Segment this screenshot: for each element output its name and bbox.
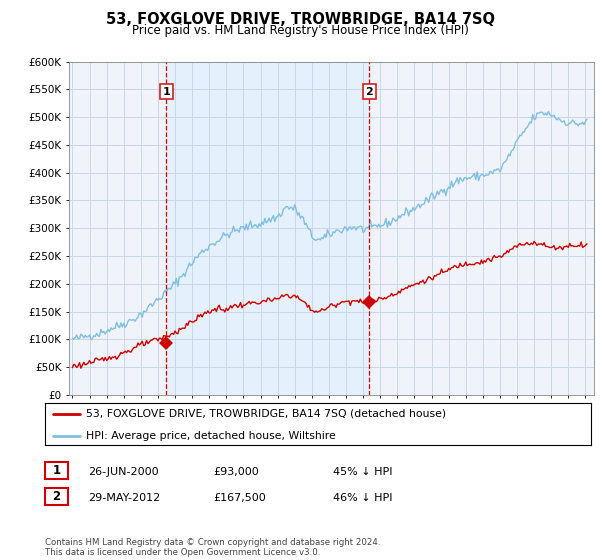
- Text: Contains HM Land Registry data © Crown copyright and database right 2024.
This d: Contains HM Land Registry data © Crown c…: [45, 538, 380, 557]
- Text: £167,500: £167,500: [213, 493, 266, 503]
- Text: £93,000: £93,000: [213, 467, 259, 477]
- Text: 1: 1: [52, 464, 61, 477]
- Text: Price paid vs. HM Land Registry's House Price Index (HPI): Price paid vs. HM Land Registry's House …: [131, 24, 469, 36]
- Text: 45% ↓ HPI: 45% ↓ HPI: [333, 467, 392, 477]
- Text: 46% ↓ HPI: 46% ↓ HPI: [333, 493, 392, 503]
- Text: 53, FOXGLOVE DRIVE, TROWBRIDGE, BA14 7SQ: 53, FOXGLOVE DRIVE, TROWBRIDGE, BA14 7SQ: [106, 12, 494, 27]
- Bar: [166, 62, 370, 395]
- Text: 2: 2: [52, 490, 61, 503]
- Text: 26-JUN-2000: 26-JUN-2000: [88, 467, 159, 477]
- Text: 29-MAY-2012: 29-MAY-2012: [88, 493, 160, 503]
- Text: HPI: Average price, detached house, Wiltshire: HPI: Average price, detached house, Wilt…: [86, 431, 336, 441]
- Text: 1: 1: [163, 87, 170, 96]
- Text: 53, FOXGLOVE DRIVE, TROWBRIDGE, BA14 7SQ (detached house): 53, FOXGLOVE DRIVE, TROWBRIDGE, BA14 7SQ…: [86, 409, 446, 419]
- Text: 2: 2: [365, 87, 373, 96]
